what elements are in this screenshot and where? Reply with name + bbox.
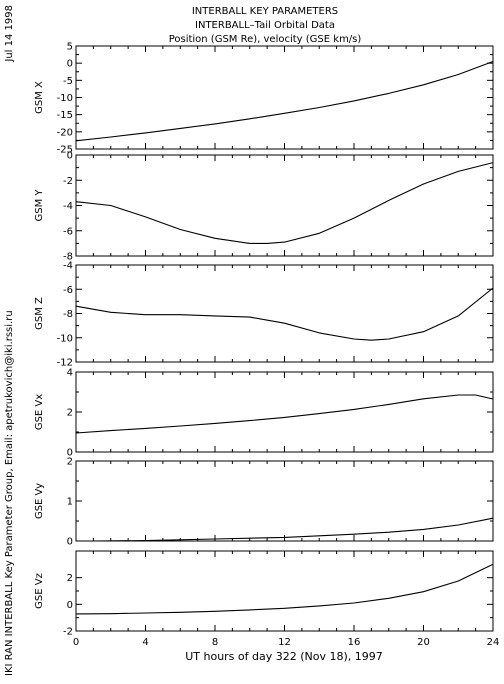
panel-frame-3 (75, 371, 494, 453)
y-tick-label-1: 0 (67, 151, 73, 162)
y-tick-label-2: -8 (63, 309, 73, 320)
y-tick-label-1: -6 (63, 226, 73, 237)
title-line-1: INTERBALL KEY PARAMETERS (192, 6, 338, 17)
y-tick-label-2: -12 (57, 358, 73, 369)
date-stamp: Jul 14 1998 (4, 5, 15, 63)
y-tick-label-1: -8 (63, 252, 73, 263)
y-axis-label-3: GSE Vx (34, 394, 45, 430)
y-tick-label-0: -25 (57, 145, 73, 156)
x-tick-label: 16 (348, 637, 361, 648)
y-tick-label-5: 0 (67, 600, 73, 611)
y-tick-label-0: -20 (57, 127, 73, 138)
y-tick-label-4: 1 (67, 497, 73, 508)
y-tick-label-0: 0 (67, 59, 73, 70)
series-line-gsm-z (75, 287, 494, 341)
y-tick-label-2: -6 (63, 285, 73, 296)
y-tick-label-5: -2 (63, 627, 73, 638)
credit-line: IKI RAN INTERBALL Key Parameter Group, E… (4, 310, 15, 676)
series-line-gse-vz (75, 563, 494, 615)
y-tick-label-0: -15 (57, 110, 73, 121)
y-axis-label-2: GSM Z (34, 297, 45, 330)
title-line-3: Position (GSM Re), velocity (GSE km/s) (169, 34, 362, 45)
x-tick-label: 8 (212, 637, 218, 648)
x-tick-label: 4 (142, 637, 148, 648)
y-axis-label-4: GSE Vy (34, 483, 45, 519)
y-tick-label-5: 2 (67, 573, 73, 584)
panel-frame-5 (75, 550, 494, 632)
x-tick-label: 12 (278, 637, 291, 648)
y-tick-label-4: 0 (67, 537, 73, 548)
y-tick-label-0: -10 (57, 93, 73, 104)
panel-frame-1 (75, 154, 494, 257)
x-tick-label: 0 (73, 637, 79, 648)
y-tick-label-4: 2 (67, 457, 73, 468)
x-tick-label: 20 (417, 637, 430, 648)
y-tick-label-3: 2 (67, 408, 73, 419)
x-axis-label: UT hours of day 322 (Nov 18), 1997 (185, 650, 383, 663)
y-tick-label-2: -4 (63, 261, 73, 272)
x-tick-label: 24 (487, 637, 500, 648)
series-line-gse-vx (75, 394, 494, 434)
panel-frame-2 (75, 264, 494, 363)
y-tick-label-3: 4 (67, 368, 73, 379)
y-tick-label-0: -5 (63, 76, 73, 87)
y-axis-label-1: GSM Y (34, 189, 45, 222)
y-tick-label-1: -2 (63, 176, 73, 187)
y-tick-label-3: 0 (67, 448, 73, 459)
series-line-gsm-y (75, 162, 494, 244)
series-line-gsm-x (75, 60, 494, 142)
title-line-2: INTERBALL–Tail Orbital Data (195, 20, 335, 31)
y-axis-label-5: GSE Vz (34, 573, 45, 609)
y-tick-label-0: 5 (67, 42, 73, 53)
y-tick-label-1: -4 (63, 201, 73, 212)
y-tick-label-2: -10 (57, 333, 73, 344)
series-line-gse-vy (93, 517, 494, 542)
y-axis-label-0: GSM X (34, 81, 45, 114)
